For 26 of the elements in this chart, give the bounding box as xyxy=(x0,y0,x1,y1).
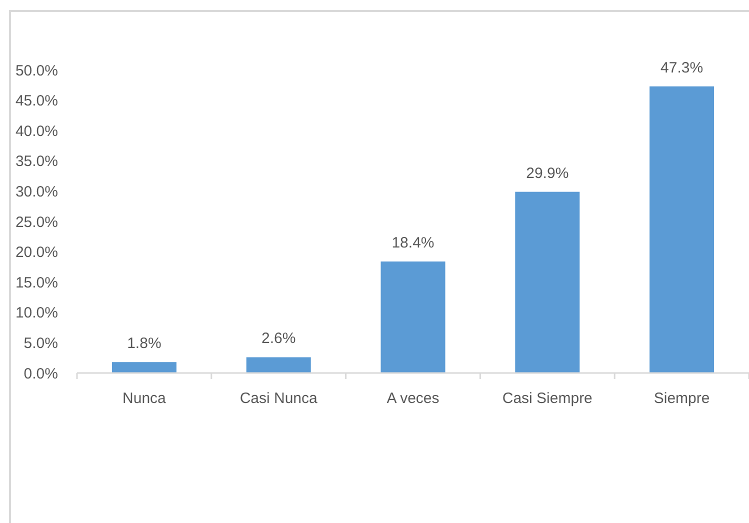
y-tick-label: 30.0% xyxy=(15,183,58,200)
data-label: 18.4% xyxy=(392,234,434,252)
y-tick-label: 10.0% xyxy=(15,304,58,322)
bar xyxy=(515,192,580,373)
y-tick-label: 45.0% xyxy=(15,92,58,110)
bar xyxy=(650,86,714,373)
x-tick-label: Casi Nunca xyxy=(240,390,318,407)
x-tick-label: Nunca xyxy=(122,390,167,407)
data-label: 47.3% xyxy=(660,59,704,76)
bar xyxy=(112,362,176,373)
bar xyxy=(246,357,311,373)
x-tick-label: Siempre xyxy=(654,390,710,407)
y-tick-label: 50.0% xyxy=(15,62,58,80)
y-tick-label: 35.0% xyxy=(15,153,58,170)
y-tick-label: 25.0% xyxy=(15,214,58,231)
y-tick-label: 40.0% xyxy=(15,122,58,140)
data-label: 1.8% xyxy=(127,335,162,352)
x-tick-label: Casi Siempre xyxy=(502,390,592,407)
y-tick-label: 15.0% xyxy=(15,274,58,292)
x-tick-label: A veces xyxy=(386,390,440,407)
y-tick-label: 20.0% xyxy=(15,244,58,262)
y-tick-label: 5.0% xyxy=(24,334,58,352)
bar xyxy=(380,261,446,373)
data-label: 2.6% xyxy=(262,330,296,348)
y-tick-label: 0.0% xyxy=(24,365,58,382)
data-label: 29.9% xyxy=(526,164,569,182)
